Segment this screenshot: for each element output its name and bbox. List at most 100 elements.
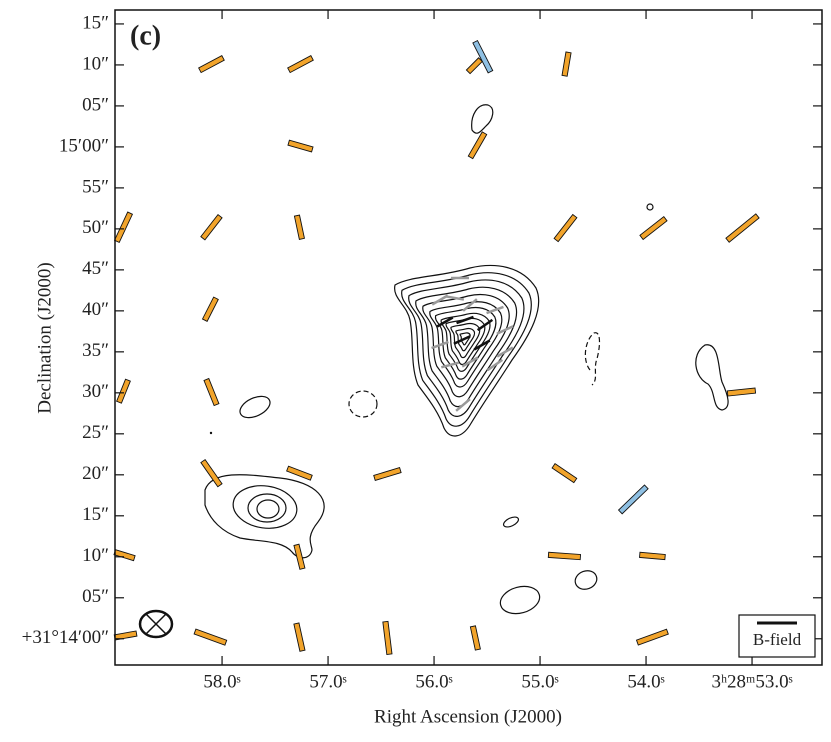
b-field-vector [203, 377, 220, 407]
contour [395, 265, 539, 435]
contour [451, 323, 480, 357]
contour [256, 499, 280, 519]
y-tick-label: 45″ [82, 258, 109, 279]
b-field-vector [725, 213, 760, 243]
core-vector [496, 325, 514, 335]
contour [416, 287, 517, 406]
y-tick-label: +31°14′00″ [22, 627, 109, 648]
x-tick-label: 54.0ˢ [627, 671, 664, 692]
core-vector [476, 318, 494, 332]
beam-hatch [145, 613, 167, 635]
contour [502, 516, 520, 528]
y-tick-label: 20″ [82, 463, 109, 484]
contour [204, 474, 325, 559]
y-tick-label: 05″ [82, 94, 109, 115]
x-tick-label: 56.0ˢ [415, 671, 452, 692]
contour [430, 302, 502, 387]
b-field-vector [286, 465, 313, 481]
y-tick-label: 10″ [82, 545, 109, 566]
b-field-vector [200, 458, 223, 488]
b-field-vector [293, 543, 306, 570]
b-field-vector [201, 296, 219, 322]
y-tick-label: 15″ [82, 504, 109, 525]
contour [441, 313, 490, 371]
b-field-vector [287, 139, 314, 153]
y-tick-label: 55″ [82, 176, 109, 197]
core-vector [440, 361, 460, 369]
contour [646, 203, 654, 211]
beam [138, 609, 174, 639]
core-vector [461, 356, 479, 368]
b-field-vector [469, 625, 481, 651]
y-tick-label: 10″ [82, 53, 109, 74]
core-vector [462, 298, 478, 312]
contour [232, 485, 298, 529]
b-field-vector [113, 211, 134, 244]
y-tick-label: 50″ [82, 217, 109, 238]
contour [574, 570, 598, 590]
y-tick-label: 40″ [82, 299, 109, 320]
contour [471, 104, 494, 134]
b-field-vector [547, 551, 582, 561]
core-vector [431, 340, 449, 350]
y-tick-label: 05″ [82, 586, 109, 607]
contour [239, 395, 271, 419]
b-field-vector [639, 551, 666, 561]
b-field-vector [635, 628, 669, 646]
core-source [395, 265, 539, 435]
y-tick-label: 35″ [82, 340, 109, 361]
legend-label: B-field [753, 630, 802, 649]
b-field-vector [553, 213, 578, 243]
y-axis-label: Declination (J2000) [34, 262, 55, 413]
b-field-vector [639, 216, 668, 241]
x-tick-label: 58.0ˢ [203, 671, 240, 692]
contour [460, 333, 470, 345]
b-field-vector [287, 55, 314, 74]
panel-label: (c) [130, 20, 161, 51]
b-field-vector [551, 463, 578, 484]
b-field-vector [382, 620, 393, 656]
vectors [113, 39, 760, 656]
b-field-vector [373, 466, 402, 481]
b-field-vector [200, 214, 223, 241]
b-field-vector [617, 484, 649, 515]
b-field-vector [198, 55, 225, 74]
core-vector [496, 346, 514, 358]
b-field-vector [467, 131, 488, 160]
x-axis-label: Right Ascension (J2000) [374, 706, 562, 727]
contour [247, 493, 287, 523]
b-field-vector [726, 387, 757, 397]
core-vector [486, 305, 504, 315]
b-field-vector [561, 51, 572, 77]
b-field-vector [293, 622, 306, 652]
b-field-vector [193, 628, 228, 646]
b-field-vector [113, 549, 136, 562]
x-tick-label: 57.0ˢ [309, 671, 346, 692]
core-vector [431, 294, 449, 306]
core-vector [453, 335, 471, 345]
contours [204, 104, 729, 615]
x-tick-label: 55.0ˢ [521, 671, 558, 692]
contour [584, 332, 601, 386]
core-vector [456, 315, 474, 325]
x-tick-label: 3ʰ28ᵐ53.0ˢ [711, 671, 792, 692]
y-tick-label: 30″ [82, 381, 109, 402]
contour [499, 585, 541, 615]
b-field-vector [472, 39, 494, 74]
core-vector [445, 295, 465, 301]
y-tick-label: 25″ [82, 422, 109, 443]
core-vector [486, 358, 504, 372]
contour [423, 294, 509, 396]
plot-frame [114, 9, 823, 666]
y-tick-label: 15″ [82, 12, 109, 33]
b-field-vector [465, 57, 483, 75]
core-vector [473, 339, 491, 351]
contour [348, 390, 378, 418]
contour [409, 280, 524, 416]
contour [209, 431, 213, 435]
b-field-vector [293, 214, 305, 240]
core-vector [436, 316, 454, 328]
contour [435, 308, 496, 380]
contour [456, 329, 475, 351]
